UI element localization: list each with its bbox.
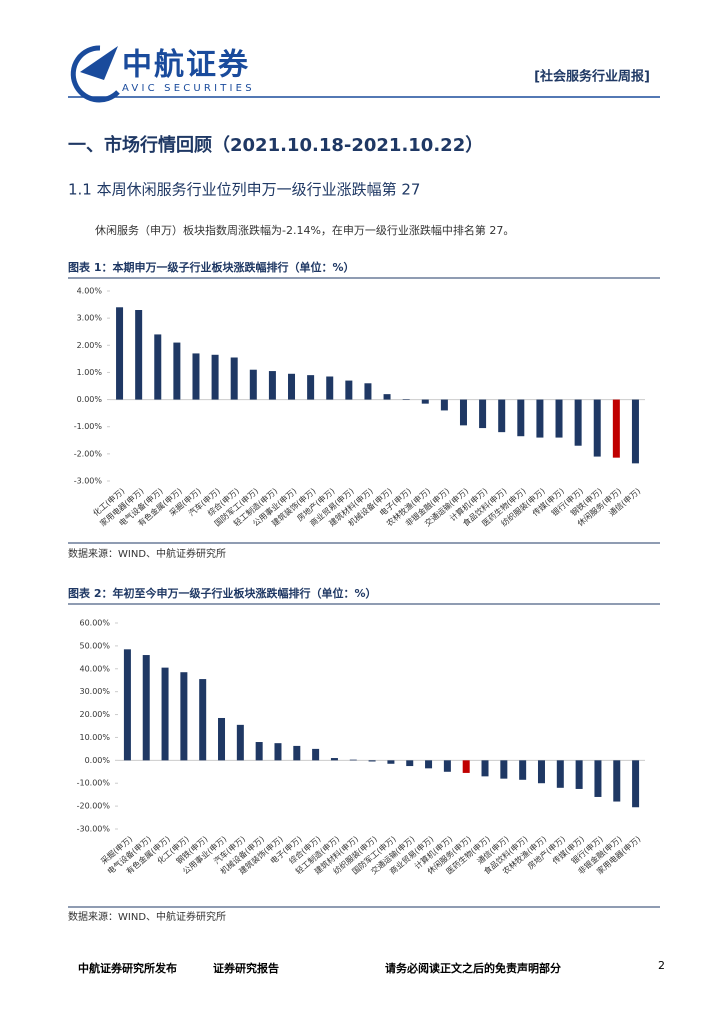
bar [556,760,564,788]
bar [537,760,545,784]
bar [345,380,353,400]
bar [498,399,506,433]
bar [555,399,563,438]
bar [230,357,238,400]
bar [500,760,508,779]
y-tick-label: 10.00% [79,733,110,742]
y-tick-label: -1.00% [74,422,103,431]
bar [274,743,282,761]
y-tick-label: 20.00% [79,710,110,719]
bar [161,667,169,761]
y-tick-label: -3.00% [74,477,103,486]
bar [575,760,583,789]
bar [593,399,601,457]
bar [288,373,296,400]
y-tick-label: 30.00% [79,687,110,696]
bar [536,399,544,438]
y-tick-label: 0.00% [77,395,103,404]
bar [632,760,640,808]
bar [440,399,448,411]
y-tick-label: -20.00% [77,802,111,811]
bar [406,760,414,767]
y-tick-label: 40.00% [79,664,110,673]
logo-en: AVIC SECURITIES [122,83,255,94]
bar [293,745,301,761]
subsection-title: 1.1 本周休闲服务行业位列申万一级行业涨跌幅第 27 [68,181,420,199]
y-tick-label: -2.00% [74,449,103,458]
y-tick-label: -30.00% [77,825,111,834]
bar [218,717,226,761]
bar [462,760,470,773]
bar [594,760,602,797]
bar [326,376,334,400]
bar [249,369,257,400]
bar [459,399,467,426]
bar [481,760,489,777]
footer-middle: 证券研究报告 [213,961,279,975]
y-tick-label: -10.00% [77,779,111,788]
section-title: 一、市场行情回顾（2021.10.18-2021.10.22） [68,134,483,156]
footer-left: 中航证券研究所发布 [78,961,177,975]
bar [135,310,143,400]
y-tick-label: 4.00% [77,287,103,296]
bar [613,760,621,802]
bar [519,760,527,780]
y-tick-label: 60.00% [79,619,110,628]
logo-cn: 中航证券 [122,48,250,83]
bar [364,383,372,400]
y-tick-label: 2.00% [77,341,103,350]
bar [236,724,244,761]
chart-caption: 图表 1：本期申万一级子行业板块涨跌幅排行（单位：%） [68,260,355,274]
chart-caption: 图表 2：年初至今申万一级子行业板块涨跌幅排行（单位：%） [68,586,377,600]
bar [154,334,162,400]
chart-source: 数据来源：WIND、中航证券研究所 [68,910,226,923]
logo-plane [80,46,118,80]
bar [255,742,263,761]
bar [517,399,525,437]
bar [123,649,131,761]
bar [142,655,150,761]
logo-ring [70,45,120,103]
bar [425,760,433,769]
bar [192,353,200,400]
logo [70,45,120,103]
bar [612,399,620,458]
bar [307,375,315,400]
y-tick-label: 3.00% [77,314,103,323]
bar [349,759,357,761]
y-tick-label: 0.00% [85,756,111,765]
bar [199,679,207,761]
bar [443,760,451,772]
bar [479,399,487,429]
bar [180,672,188,761]
bar [574,399,582,446]
chart-source: 数据来源：WIND、中航证券研究所 [68,547,226,560]
bar [211,354,219,400]
y-tick-label: 1.00% [77,368,103,377]
page-number: 2 [658,959,665,972]
bar [330,758,338,761]
bar [631,399,639,464]
bar [383,394,391,400]
bar [368,760,376,762]
bar [312,748,320,761]
footer-right: 请务必阅读正文之后的免责声明部分 [385,961,561,975]
bar [116,307,124,400]
report-type: [社会服务行业周报] [534,69,650,85]
bar [173,342,181,400]
bar [402,399,410,400]
bar [421,399,429,404]
bar [387,760,395,764]
bar [268,371,276,400]
y-tick-label: 50.00% [79,641,110,650]
paragraph: 休闲服务（申万）板块指数周涨跌幅为-2.14%，在申万一级行业涨跌幅中排名第 2… [95,223,514,237]
